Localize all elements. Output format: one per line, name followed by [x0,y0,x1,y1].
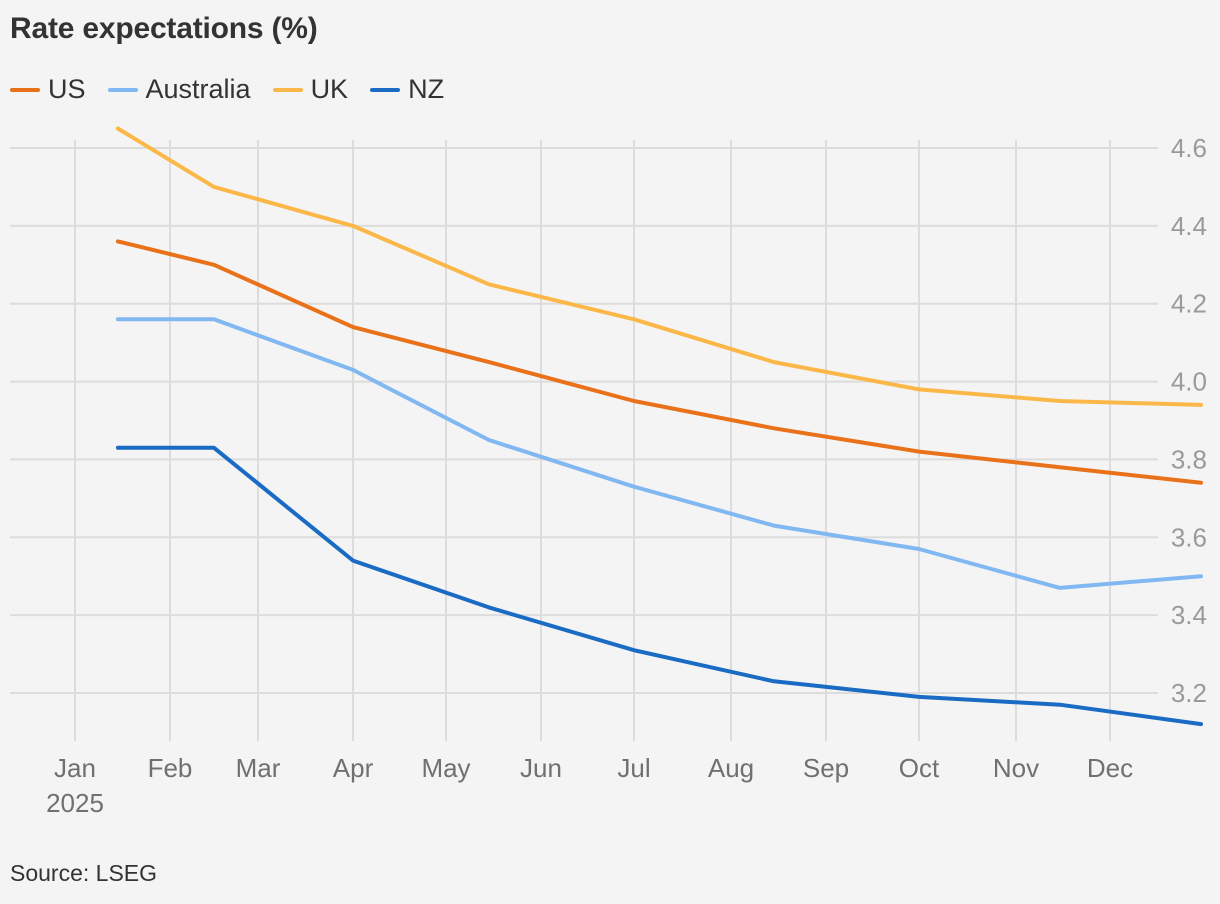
legend-swatch-uk [272,87,303,92]
series-line-uk [115,126,1203,407]
chart-title: Rate expectations (%) [10,12,318,45]
x-tick-label: Dec [1087,753,1133,783]
x-tick-label: May [421,753,470,783]
x-tick-label: Aug [708,753,754,783]
y-tick-label: 3.6 [1171,522,1207,552]
legend-item-australia: Australia [107,74,251,105]
y-tick-label: 4.2 [1171,289,1207,319]
x-tick-label: Feb [148,753,193,783]
series-line-nz [115,445,1203,727]
series-layer [115,126,1203,727]
x-tick-label: Sep [803,753,849,783]
legend-label-australia: Australia [145,74,251,104]
y-tick-label: 3.8 [1171,444,1207,474]
legend-label-us: US [48,74,86,104]
y-tick-label: 3.2 [1171,678,1207,708]
legend-label-nz: NZ [408,74,445,104]
x-tick-label: Jan [54,753,96,783]
legend-item-nz: NZ [370,74,444,105]
x-tick-label: Apr [333,753,374,783]
legend-item-uk: UK [272,74,349,105]
y-tick-label: 4.6 [1171,133,1207,163]
x-year-label: 2025 [46,788,104,818]
y-tick-label: 4.4 [1171,211,1207,241]
series-line-australia [115,317,1203,590]
x-tick-label: Jun [520,753,562,783]
x-tick-label: Nov [993,753,1039,783]
series-line-us [115,239,1203,485]
chart-legend: US Australia UK NZ [10,74,466,105]
y-tick-label: 3.4 [1171,600,1207,630]
legend-label-uk: UK [310,74,349,104]
y-tick-label: 4.0 [1171,367,1207,397]
axis-layer: 3.2 3.4 3.6 3.8 4.0 4.2 4.4 4.6 Jan Feb Mar Apr May J… [46,133,1207,818]
x-tick-label: Oct [899,753,940,783]
x-tick-label: Mar [236,753,281,783]
x-tick-label: Jul [617,753,650,783]
legend-swatch-nz [370,87,401,92]
source-note: Source: LSEG [10,860,158,886]
legend-swatch-us [10,87,40,92]
legend-item-us: US [10,74,86,105]
legend-swatch-australia [107,87,138,92]
grid-layer [10,140,1158,741]
